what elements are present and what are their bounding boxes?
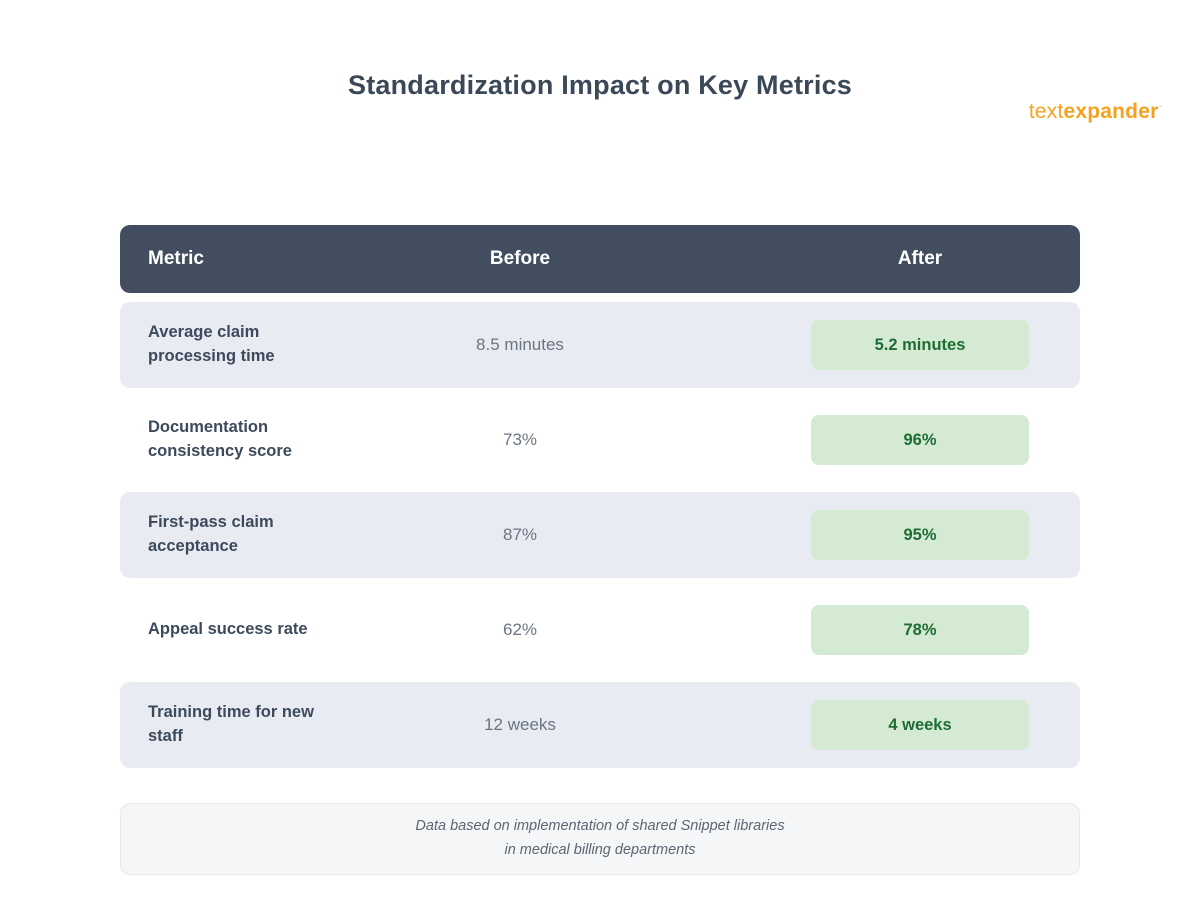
footnote-line-2: in medical billing departments (504, 842, 696, 858)
metric-label: Training time for new staff (148, 703, 314, 745)
metric-label: First-pass claim acceptance (148, 513, 274, 555)
logo-text-part: text (1028, 100, 1064, 123)
table-row: Training time for new staff 12 weeks 4 w… (120, 682, 1080, 768)
after-cell: 5.2 minutes (640, 320, 1080, 370)
before-value: 87% (502, 525, 538, 544)
metric-label: Appeal success rate (148, 620, 308, 639)
after-value-badge: 5.2 minutes (811, 320, 1029, 370)
table-row: Appeal success rate 62% 78% (120, 587, 1080, 673)
before-value: 62% (502, 620, 538, 639)
after-cell: 78% (640, 605, 1080, 655)
after-value-badge: 95% (811, 510, 1029, 560)
footnote-line-1: Data based on implementation of shared S… (415, 818, 785, 835)
footnote-box: Data based on implementation of shared S… (120, 803, 1080, 875)
after-cell: 95% (640, 510, 1080, 560)
metric-label: Documentation consistency score (148, 418, 292, 460)
table-row: Documentation consistency score 73% 96% (120, 397, 1080, 483)
header-metric: Metric (148, 248, 204, 269)
logo-trademark-dot: · (1158, 101, 1162, 112)
table-header-row: Metric Before After (120, 225, 1080, 293)
header-after: After (897, 248, 943, 269)
table-row: First-pass claim acceptance 87% 95% (120, 492, 1080, 578)
metrics-table: Metric Before After Average claim proces… (120, 225, 1080, 768)
before-value: 12 weeks (484, 715, 556, 734)
header-before: Before (489, 248, 551, 269)
before-value: 8.5 minutes (476, 335, 564, 354)
metric-cell: Appeal success rate (120, 618, 400, 642)
textexpander-logo: textexpander· (1029, 100, 1162, 124)
after-cell: 96% (640, 415, 1080, 465)
after-value-badge: 78% (811, 605, 1029, 655)
metric-cell: Documentation consistency score (120, 416, 400, 464)
metric-cell: First-pass claim acceptance (120, 511, 400, 559)
after-value-badge: 4 weeks (811, 700, 1029, 750)
table-row: Average claim processing time 8.5 minute… (120, 302, 1080, 388)
page-title: Standardization Impact on Key Metrics (348, 70, 852, 100)
metric-cell: Training time for new staff (120, 701, 400, 749)
metric-label: Average claim processing time (148, 323, 275, 365)
before-value: 73% (502, 430, 538, 449)
after-cell: 4 weeks (640, 700, 1080, 750)
metric-cell: Average claim processing time (120, 321, 400, 369)
logo-expander-part: expander (1063, 100, 1159, 123)
after-value-badge: 96% (811, 415, 1029, 465)
